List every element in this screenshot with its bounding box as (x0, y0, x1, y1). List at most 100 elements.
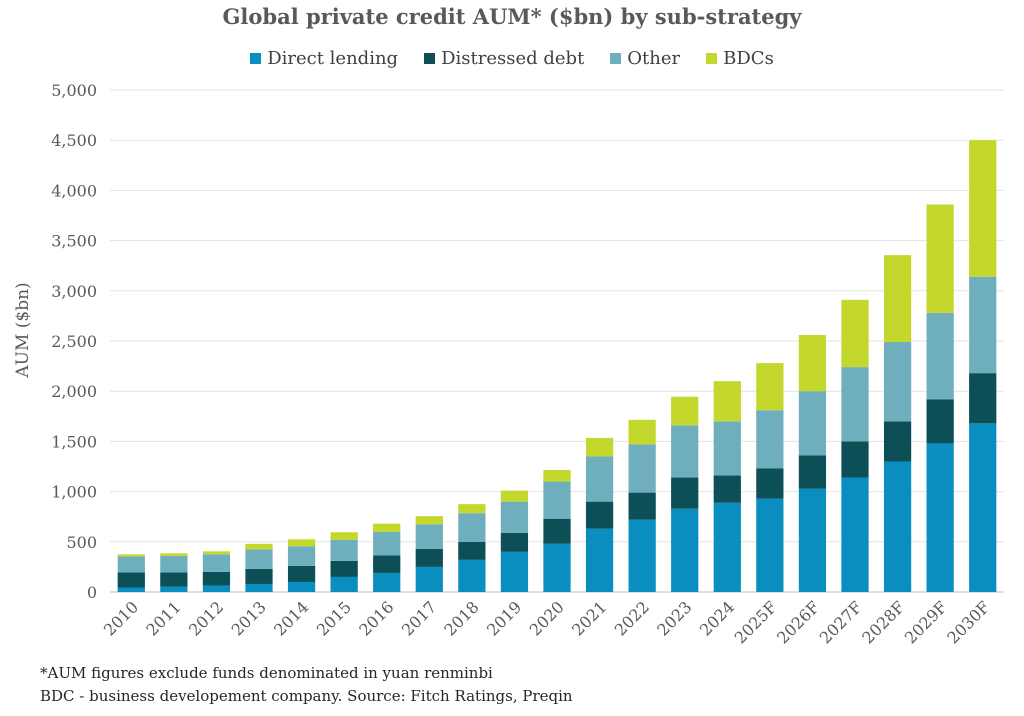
x-tick-label: 2015 (313, 597, 355, 639)
bar-other-2021[interactable] (585, 456, 614, 502)
bar-other-2016[interactable] (373, 531, 401, 556)
bar-bdcs-2011[interactable] (160, 553, 188, 556)
bar-distressed-debt-2017[interactable] (415, 548, 443, 567)
x-tick-label: 2020 (526, 597, 568, 639)
bar-distressed-debt-2024[interactable] (713, 475, 741, 503)
legend-item-direct-lending[interactable]: Direct lending (250, 48, 398, 69)
bar-direct-lending-2028f[interactable] (883, 461, 912, 592)
legend-item-bdcs[interactable]: BDCs (706, 48, 774, 69)
bar-distressed-debt-2014[interactable] (287, 565, 316, 582)
bar-bdcs-2017[interactable] (415, 516, 443, 525)
bar-direct-lending-2015[interactable] (330, 576, 358, 592)
bar-other-2022[interactable] (628, 444, 656, 493)
bar-distressed-debt-2013[interactable] (245, 568, 273, 584)
bar-bdcs-2010[interactable] (117, 554, 145, 557)
y-tick-label: 2,500 (51, 332, 97, 351)
footnote-line-1: *AUM figures exclude funds denominated i… (40, 664, 493, 682)
bar-other-2013[interactable] (245, 549, 273, 569)
x-tick-label: 2028F (858, 597, 908, 647)
bar-bdcs-2024[interactable] (713, 381, 741, 422)
bar-distressed-debt-2012[interactable] (202, 571, 231, 586)
bar-direct-lending-2030f[interactable] (969, 423, 997, 592)
bar-other-2010[interactable] (117, 556, 145, 573)
bar-other-2027f[interactable] (841, 367, 869, 442)
bar-distressed-debt-2011[interactable] (160, 572, 188, 587)
bar-direct-lending-2029f[interactable] (926, 443, 954, 592)
bar-other-2011[interactable] (160, 555, 188, 573)
footnote-line-2: BDC - business developement company. Sou… (40, 687, 573, 705)
bar-direct-lending-2019[interactable] (500, 551, 529, 592)
bar-bdcs-2029f[interactable] (926, 204, 954, 313)
bar-distressed-debt-2030f[interactable] (969, 373, 997, 424)
bar-bdcs-2015[interactable] (330, 532, 358, 540)
bar-distressed-debt-2016[interactable] (373, 555, 401, 573)
bar-other-2015[interactable] (330, 539, 358, 561)
bar-other-2019[interactable] (500, 501, 529, 533)
bar-bdcs-2026f[interactable] (798, 334, 827, 392)
bar-other-2012[interactable] (202, 554, 231, 572)
bar-distressed-debt-2026f[interactable] (798, 455, 827, 489)
bar-other-2023[interactable] (671, 425, 699, 478)
bar-distressed-debt-2021[interactable] (585, 501, 614, 529)
bar-distressed-debt-2022[interactable] (628, 492, 656, 520)
bar-direct-lending-2018[interactable] (458, 559, 486, 592)
bar-direct-lending-2017[interactable] (415, 566, 443, 592)
bar-bdcs-2025f[interactable] (756, 363, 784, 411)
bar-distressed-debt-2023[interactable] (671, 477, 699, 509)
bar-other-2014[interactable] (287, 546, 316, 566)
bar-direct-lending-2010[interactable] (117, 587, 145, 592)
bar-distressed-debt-2028f[interactable] (883, 421, 912, 462)
bar-direct-lending-2012[interactable] (202, 585, 231, 592)
bar-other-2017[interactable] (415, 524, 443, 549)
bar-direct-lending-2013[interactable] (245, 583, 273, 592)
bar-bdcs-2012[interactable] (202, 551, 231, 555)
bar-distressed-debt-2025f[interactable] (756, 468, 784, 499)
bar-bdcs-2022[interactable] (628, 419, 656, 445)
bar-bdcs-2021[interactable] (585, 437, 614, 457)
bar-distressed-debt-2015[interactable] (330, 560, 358, 577)
bar-bdcs-2018[interactable] (458, 504, 486, 514)
bar-distressed-debt-2029f[interactable] (926, 399, 954, 444)
footnote: *AUM figures exclude funds denominated i… (40, 662, 573, 708)
bar-direct-lending-2021[interactable] (585, 528, 614, 592)
x-tick-label: 2014 (270, 597, 312, 639)
bar-direct-lending-2023[interactable] (671, 508, 699, 592)
y-tick-label: 500 (66, 533, 97, 552)
bar-direct-lending-2011[interactable] (160, 586, 188, 592)
bar-other-2018[interactable] (458, 513, 486, 542)
bar-distressed-debt-2010[interactable] (117, 572, 145, 588)
y-tick-label: 4,000 (51, 181, 97, 200)
bar-bdcs-2014[interactable] (287, 539, 316, 547)
legend-item-distressed-debt[interactable]: Distressed debt (424, 48, 584, 69)
y-tick-label: 3,000 (51, 282, 97, 301)
bar-direct-lending-2020[interactable] (543, 543, 571, 592)
bar-other-2025f[interactable] (756, 410, 784, 469)
bar-direct-lending-2024[interactable] (713, 502, 741, 592)
bar-distressed-debt-2018[interactable] (458, 541, 486, 560)
bar-bdcs-2020[interactable] (543, 470, 571, 482)
legend-item-other[interactable]: Other (610, 48, 680, 69)
bar-bdcs-2027f[interactable] (841, 299, 869, 368)
bar-distressed-debt-2020[interactable] (543, 518, 571, 544)
bar-other-2024[interactable] (713, 421, 741, 476)
bar-direct-lending-2016[interactable] (373, 572, 401, 592)
bar-bdcs-2023[interactable] (671, 396, 699, 426)
bar-distressed-debt-2027f[interactable] (841, 441, 869, 478)
bar-bdcs-2028f[interactable] (883, 255, 912, 343)
bar-direct-lending-2022[interactable] (628, 519, 656, 592)
bar-direct-lending-2027f[interactable] (841, 477, 869, 592)
bar-bdcs-2030f[interactable] (969, 140, 997, 277)
bar-distressed-debt-2019[interactable] (500, 532, 529, 552)
bar-direct-lending-2025f[interactable] (756, 498, 784, 592)
legend-label-other: Other (627, 48, 681, 69)
bar-bdcs-2019[interactable] (500, 490, 529, 502)
bar-direct-lending-2014[interactable] (287, 581, 316, 592)
bar-other-2020[interactable] (543, 481, 571, 519)
bar-other-2026f[interactable] (798, 391, 827, 456)
bar-other-2028f[interactable] (883, 342, 912, 422)
bar-other-2029f[interactable] (926, 312, 954, 400)
bar-bdcs-2016[interactable] (373, 523, 401, 532)
bar-bdcs-2013[interactable] (245, 543, 273, 550)
bar-other-2030f[interactable] (969, 276, 997, 374)
bar-direct-lending-2026f[interactable] (798, 488, 827, 592)
